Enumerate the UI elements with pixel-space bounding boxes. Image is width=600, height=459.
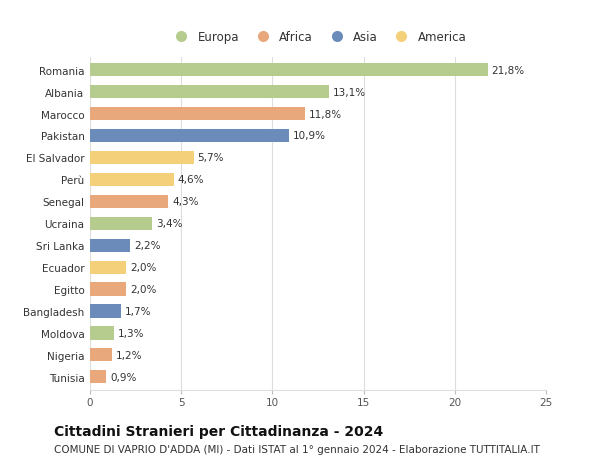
Bar <box>90 239 130 252</box>
Text: 4,6%: 4,6% <box>178 175 204 185</box>
Bar <box>90 86 329 99</box>
Bar <box>90 327 114 340</box>
Text: COMUNE DI VAPRIO D'ADDA (MI) - Dati ISTAT al 1° gennaio 2024 - Elaborazione TUTT: COMUNE DI VAPRIO D'ADDA (MI) - Dati ISTA… <box>54 444 540 454</box>
Bar <box>90 348 112 362</box>
Text: 10,9%: 10,9% <box>292 131 325 141</box>
Bar <box>90 129 289 143</box>
Text: 1,2%: 1,2% <box>116 350 142 360</box>
Bar <box>90 174 174 186</box>
Text: 3,4%: 3,4% <box>155 219 182 229</box>
Bar <box>90 217 152 230</box>
Bar <box>90 151 194 165</box>
Text: 2,0%: 2,0% <box>130 263 157 273</box>
Bar <box>90 305 121 318</box>
Text: 1,7%: 1,7% <box>125 306 151 316</box>
Text: 2,0%: 2,0% <box>130 285 157 294</box>
Text: 1,3%: 1,3% <box>118 328 144 338</box>
Bar <box>90 195 169 208</box>
Text: 21,8%: 21,8% <box>491 66 524 75</box>
Bar <box>90 64 488 77</box>
Text: 13,1%: 13,1% <box>332 87 366 97</box>
Bar <box>90 283 127 296</box>
Bar <box>90 108 305 121</box>
Text: 4,3%: 4,3% <box>172 197 199 207</box>
Text: Cittadini Stranieri per Cittadinanza - 2024: Cittadini Stranieri per Cittadinanza - 2… <box>54 425 383 438</box>
Text: 5,7%: 5,7% <box>197 153 224 163</box>
Bar <box>90 370 106 384</box>
Bar <box>90 261 127 274</box>
Text: 2,2%: 2,2% <box>134 241 160 251</box>
Text: 11,8%: 11,8% <box>309 109 342 119</box>
Legend: Europa, Africa, Asia, America: Europa, Africa, Asia, America <box>164 27 472 49</box>
Text: 0,9%: 0,9% <box>110 372 136 382</box>
